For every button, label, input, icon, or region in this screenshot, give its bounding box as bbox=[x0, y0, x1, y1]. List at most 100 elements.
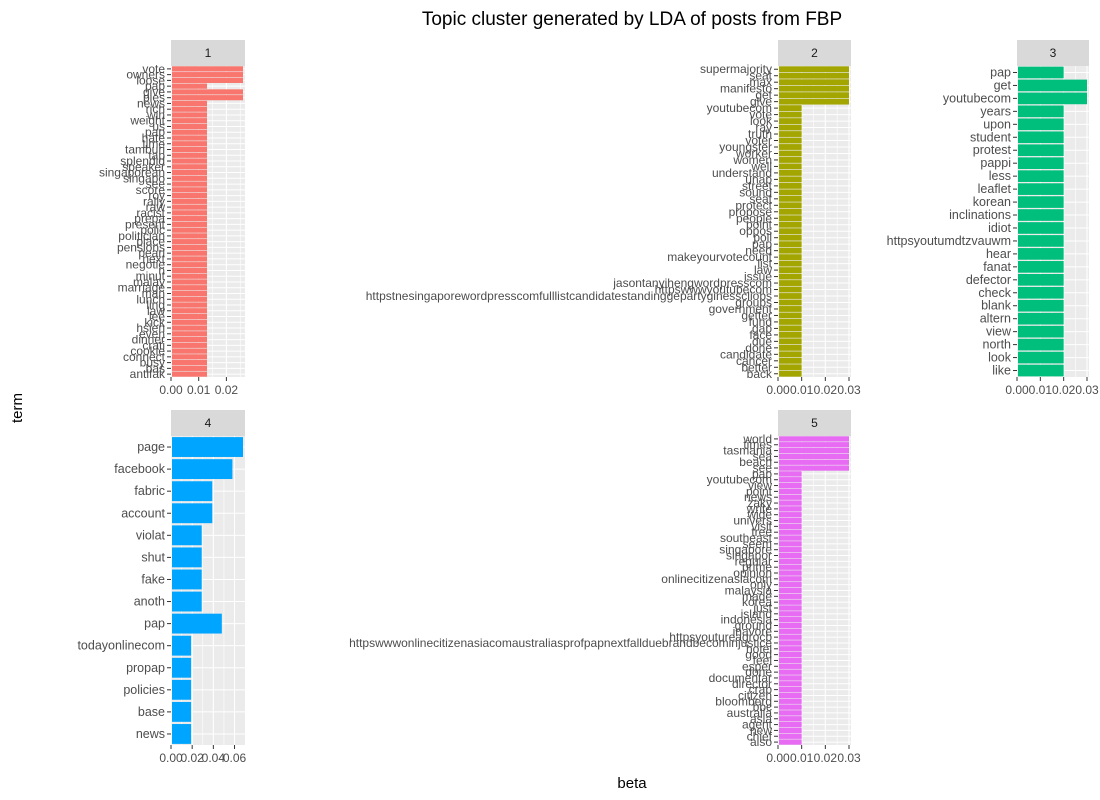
bar bbox=[172, 701, 192, 722]
term-label: present bbox=[125, 217, 166, 231]
bar bbox=[779, 247, 802, 254]
bar bbox=[1018, 183, 1064, 195]
x-tick-label: 0.03 bbox=[837, 383, 861, 397]
bar bbox=[779, 273, 802, 280]
term-label: time bbox=[142, 137, 165, 151]
bar bbox=[172, 100, 207, 107]
bar bbox=[779, 447, 849, 454]
term-label: racist bbox=[136, 206, 165, 220]
bar bbox=[172, 204, 207, 210]
term-label: crab bbox=[749, 683, 773, 697]
term-label: hate bbox=[142, 131, 166, 145]
term-label: defector bbox=[966, 273, 1011, 287]
facet-strip-label: 1 bbox=[205, 46, 212, 60]
term-label: tree bbox=[751, 525, 772, 539]
bar bbox=[779, 344, 802, 351]
term-label: view bbox=[986, 325, 1012, 339]
term-label: tap bbox=[148, 148, 165, 162]
bar bbox=[172, 146, 207, 153]
bar bbox=[779, 593, 802, 599]
y-axis-label: term bbox=[9, 393, 26, 423]
bar bbox=[172, 192, 207, 199]
panel-background bbox=[1017, 66, 1089, 377]
term-label: law bbox=[147, 304, 165, 318]
term-label: agent bbox=[742, 718, 773, 732]
facets: 1voteownersloosepapgivepiesnewsrichwinwe… bbox=[77, 40, 1099, 765]
bar bbox=[172, 679, 192, 700]
bar bbox=[172, 164, 207, 170]
term-label: look bbox=[988, 351, 1012, 365]
term-label: beach bbox=[739, 455, 772, 469]
term-label: altern bbox=[980, 312, 1011, 326]
term-label: raw bbox=[146, 200, 166, 214]
bar bbox=[172, 591, 202, 612]
facet-strip bbox=[778, 410, 851, 436]
bar bbox=[172, 66, 243, 72]
term-label: violat bbox=[136, 528, 166, 542]
bar bbox=[1018, 118, 1064, 131]
term-label: give bbox=[750, 95, 772, 109]
bar bbox=[779, 552, 802, 559]
bar bbox=[779, 208, 802, 215]
term-label: need bbox=[745, 244, 772, 258]
bar bbox=[779, 442, 849, 448]
bar bbox=[172, 181, 207, 187]
bar bbox=[172, 481, 213, 502]
bar bbox=[779, 453, 849, 460]
term-label: pap bbox=[145, 79, 165, 93]
term-label: youtubecom bbox=[707, 473, 772, 487]
term-label: httpsyoutureagrocb bbox=[669, 630, 772, 644]
bar bbox=[779, 280, 802, 286]
bar bbox=[779, 582, 802, 588]
bar bbox=[172, 342, 207, 348]
x-tick-label: 0.02 bbox=[814, 383, 838, 397]
bar bbox=[779, 436, 849, 442]
facet-strip bbox=[1017, 40, 1089, 66]
bar bbox=[779, 716, 802, 722]
term-label: politician bbox=[118, 229, 165, 243]
x-tick-label: 0.02 bbox=[1052, 383, 1076, 397]
term-label: worker bbox=[735, 146, 772, 160]
bar bbox=[172, 296, 207, 302]
bar bbox=[779, 523, 802, 529]
term-label: pap bbox=[144, 617, 165, 631]
bar bbox=[172, 279, 207, 285]
bar bbox=[779, 319, 802, 325]
term-label: bloomberg bbox=[715, 694, 772, 708]
bar bbox=[779, 299, 802, 306]
term-label: jasontanyihengwordpresscom bbox=[612, 276, 772, 290]
term-label: north bbox=[983, 338, 1012, 352]
term-label: asia bbox=[750, 712, 772, 726]
bar bbox=[779, 221, 802, 228]
term-label: zaky bbox=[747, 496, 772, 510]
bar bbox=[172, 319, 207, 325]
term-label: even bbox=[139, 327, 165, 341]
bar bbox=[779, 541, 802, 547]
bar bbox=[172, 141, 207, 147]
bar bbox=[779, 150, 802, 157]
bar bbox=[172, 221, 207, 227]
bar bbox=[779, 306, 802, 312]
term-label: good bbox=[745, 648, 772, 662]
bar bbox=[172, 244, 207, 251]
term-label: pap bbox=[752, 467, 772, 481]
term-label: fund bbox=[749, 315, 772, 329]
bar bbox=[172, 365, 207, 371]
term-label: prime bbox=[742, 560, 772, 574]
bar bbox=[1018, 351, 1064, 364]
bar bbox=[779, 576, 802, 582]
bar bbox=[1018, 235, 1064, 247]
term-label: vote bbox=[749, 108, 772, 122]
term-label: protest bbox=[973, 143, 1012, 157]
term-label: southeast bbox=[720, 531, 773, 545]
term-label: documentar bbox=[709, 671, 772, 685]
bar bbox=[779, 157, 802, 163]
bar bbox=[172, 613, 222, 634]
term-label: sound bbox=[739, 185, 772, 199]
term-label: write bbox=[746, 502, 773, 516]
bar bbox=[172, 83, 207, 89]
bar bbox=[779, 599, 802, 605]
x-tick-label: 0.02 bbox=[180, 751, 204, 765]
term-label: visit bbox=[751, 519, 772, 533]
x-tick-label: 0.02 bbox=[215, 383, 239, 397]
